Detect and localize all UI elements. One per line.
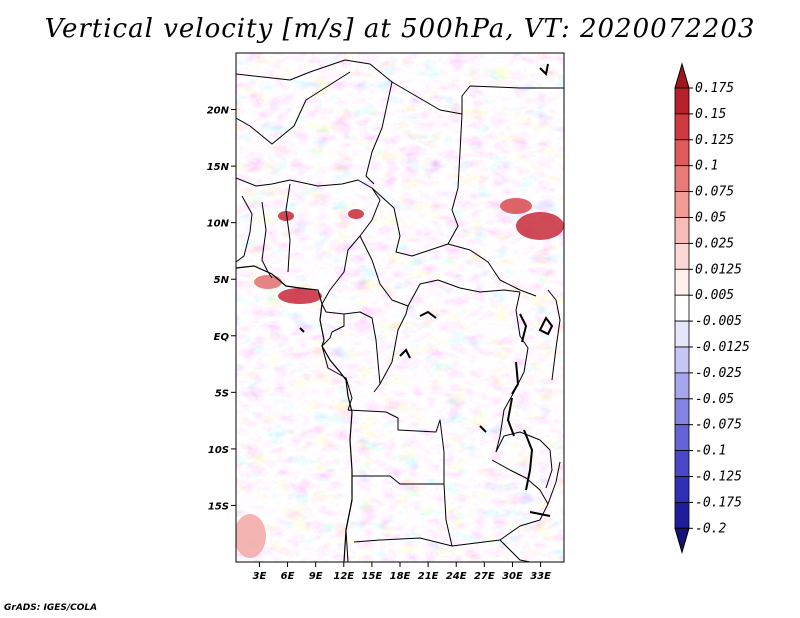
lon-tick-18e: 18E: [390, 571, 411, 582]
country-borders: [236, 59, 564, 562]
colorbar-label-0p175: 0.175: [695, 81, 734, 96]
lon-tick-24e: 24E: [446, 571, 467, 582]
colorbar-swatch-2: [674, 113, 690, 141]
lon-tick-33e: 33E: [530, 571, 551, 582]
lat-tick-5s: 5S: [215, 388, 229, 399]
colorbar-swatch-14: [674, 424, 690, 452]
colorbar-label-neg0p075: -0.075: [695, 418, 742, 433]
lat-tick-eq: EQ: [214, 332, 230, 343]
lon-tick-21e: 21E: [418, 571, 439, 582]
lon-tick-6e: 6E: [281, 571, 295, 582]
colorbar-swatch-12: [674, 372, 690, 400]
colorbar-label-neg0p025: -0.025: [695, 366, 742, 381]
colorbar-label-0p05: 0.05: [695, 211, 726, 226]
lat-tick-10s: 10S: [208, 445, 229, 456]
colorbar-label-0p025: 0.025: [695, 236, 734, 251]
colorbar-label-0p005: 0.005: [695, 288, 734, 303]
colorbar-label-neg0p0125: -0.0125: [695, 340, 750, 355]
colorbar-label-0p1: 0.1: [695, 159, 718, 174]
colorbar-swatch-11: [674, 346, 690, 374]
map-title: Vertical velocity [m/s] at 500hPa, VT: 2…: [44, 14, 756, 44]
colorbar-label-neg0p2: -0.2: [695, 521, 726, 536]
colorbar-label-neg0p175: -0.175: [695, 495, 742, 510]
velocity-field: [236, 53, 564, 562]
colorbar-label-neg0p125: -0.125: [695, 470, 742, 485]
colorbar-swatch-4: [674, 165, 690, 192]
colorbar-swatch-13: [674, 398, 690, 426]
colorbar-swatch-1: [674, 87, 690, 115]
colorbar-swatch-5: [674, 191, 690, 218]
grads-credit: GrADS: IGES/COLA: [4, 603, 98, 613]
colorbar-swatch-9: [674, 294, 690, 322]
lat-tick-15s: 15S: [208, 501, 229, 512]
lon-tick-9e: 9E: [309, 571, 323, 582]
colorbar-bottom-arrow: [674, 527, 690, 555]
colorbar-label-neg0p05: -0.05: [695, 392, 734, 407]
coastline: [236, 265, 353, 562]
colorbar-label-0p125: 0.125: [695, 133, 734, 148]
colorbar-label-0p075: 0.075: [695, 185, 734, 200]
lon-tick-27e: 27E: [474, 571, 495, 582]
lat-tick-20n: 20N: [207, 106, 230, 117]
colorbar-swatch-16: [674, 476, 690, 503]
lat-tick-5n: 5N: [214, 275, 230, 286]
colorbar-swatch-17: [674, 501, 690, 529]
colorbar-swatch-6: [674, 217, 690, 244]
colorbar-label-0p0125: 0.0125: [695, 262, 742, 277]
colorbar-label-neg0p005: -0.005: [695, 314, 742, 329]
colorbar-swatch-7: [674, 242, 690, 270]
colorbar-swatch-10: [674, 320, 690, 348]
lat-tick-15n: 15N: [207, 162, 230, 173]
colorbar-label-0p15: 0.15: [695, 107, 726, 122]
lon-tick-30e: 30E: [502, 571, 523, 582]
lon-tick-15e: 15E: [362, 571, 383, 582]
longitude-axis: 3E 6E 9E 12E 15E 18E 21E 24E 27E 30E 33E: [253, 562, 551, 582]
lon-tick-12e: 12E: [333, 571, 354, 582]
lakes: [299, 63, 554, 517]
lat-tick-10n: 10N: [207, 219, 230, 230]
colorbar-top-arrow: [674, 62, 690, 89]
colorbar-swatch-3: [674, 139, 690, 167]
strong-updraft-patches: [236, 198, 564, 558]
colorbar: 0.175 0.15 0.125 0.1 0.075 0.05 0.025 0.0125 0.0…: [674, 62, 750, 555]
colorbar-swatch-8: [674, 268, 690, 296]
colorbar-swatch-15: [674, 450, 690, 477]
colorbar-label-neg0p1: -0.1: [695, 444, 726, 459]
latitude-axis: 20N 15N 10N 5N EQ 5S 10S 15S: [207, 106, 236, 512]
lon-tick-3e: 3E: [253, 571, 267, 582]
